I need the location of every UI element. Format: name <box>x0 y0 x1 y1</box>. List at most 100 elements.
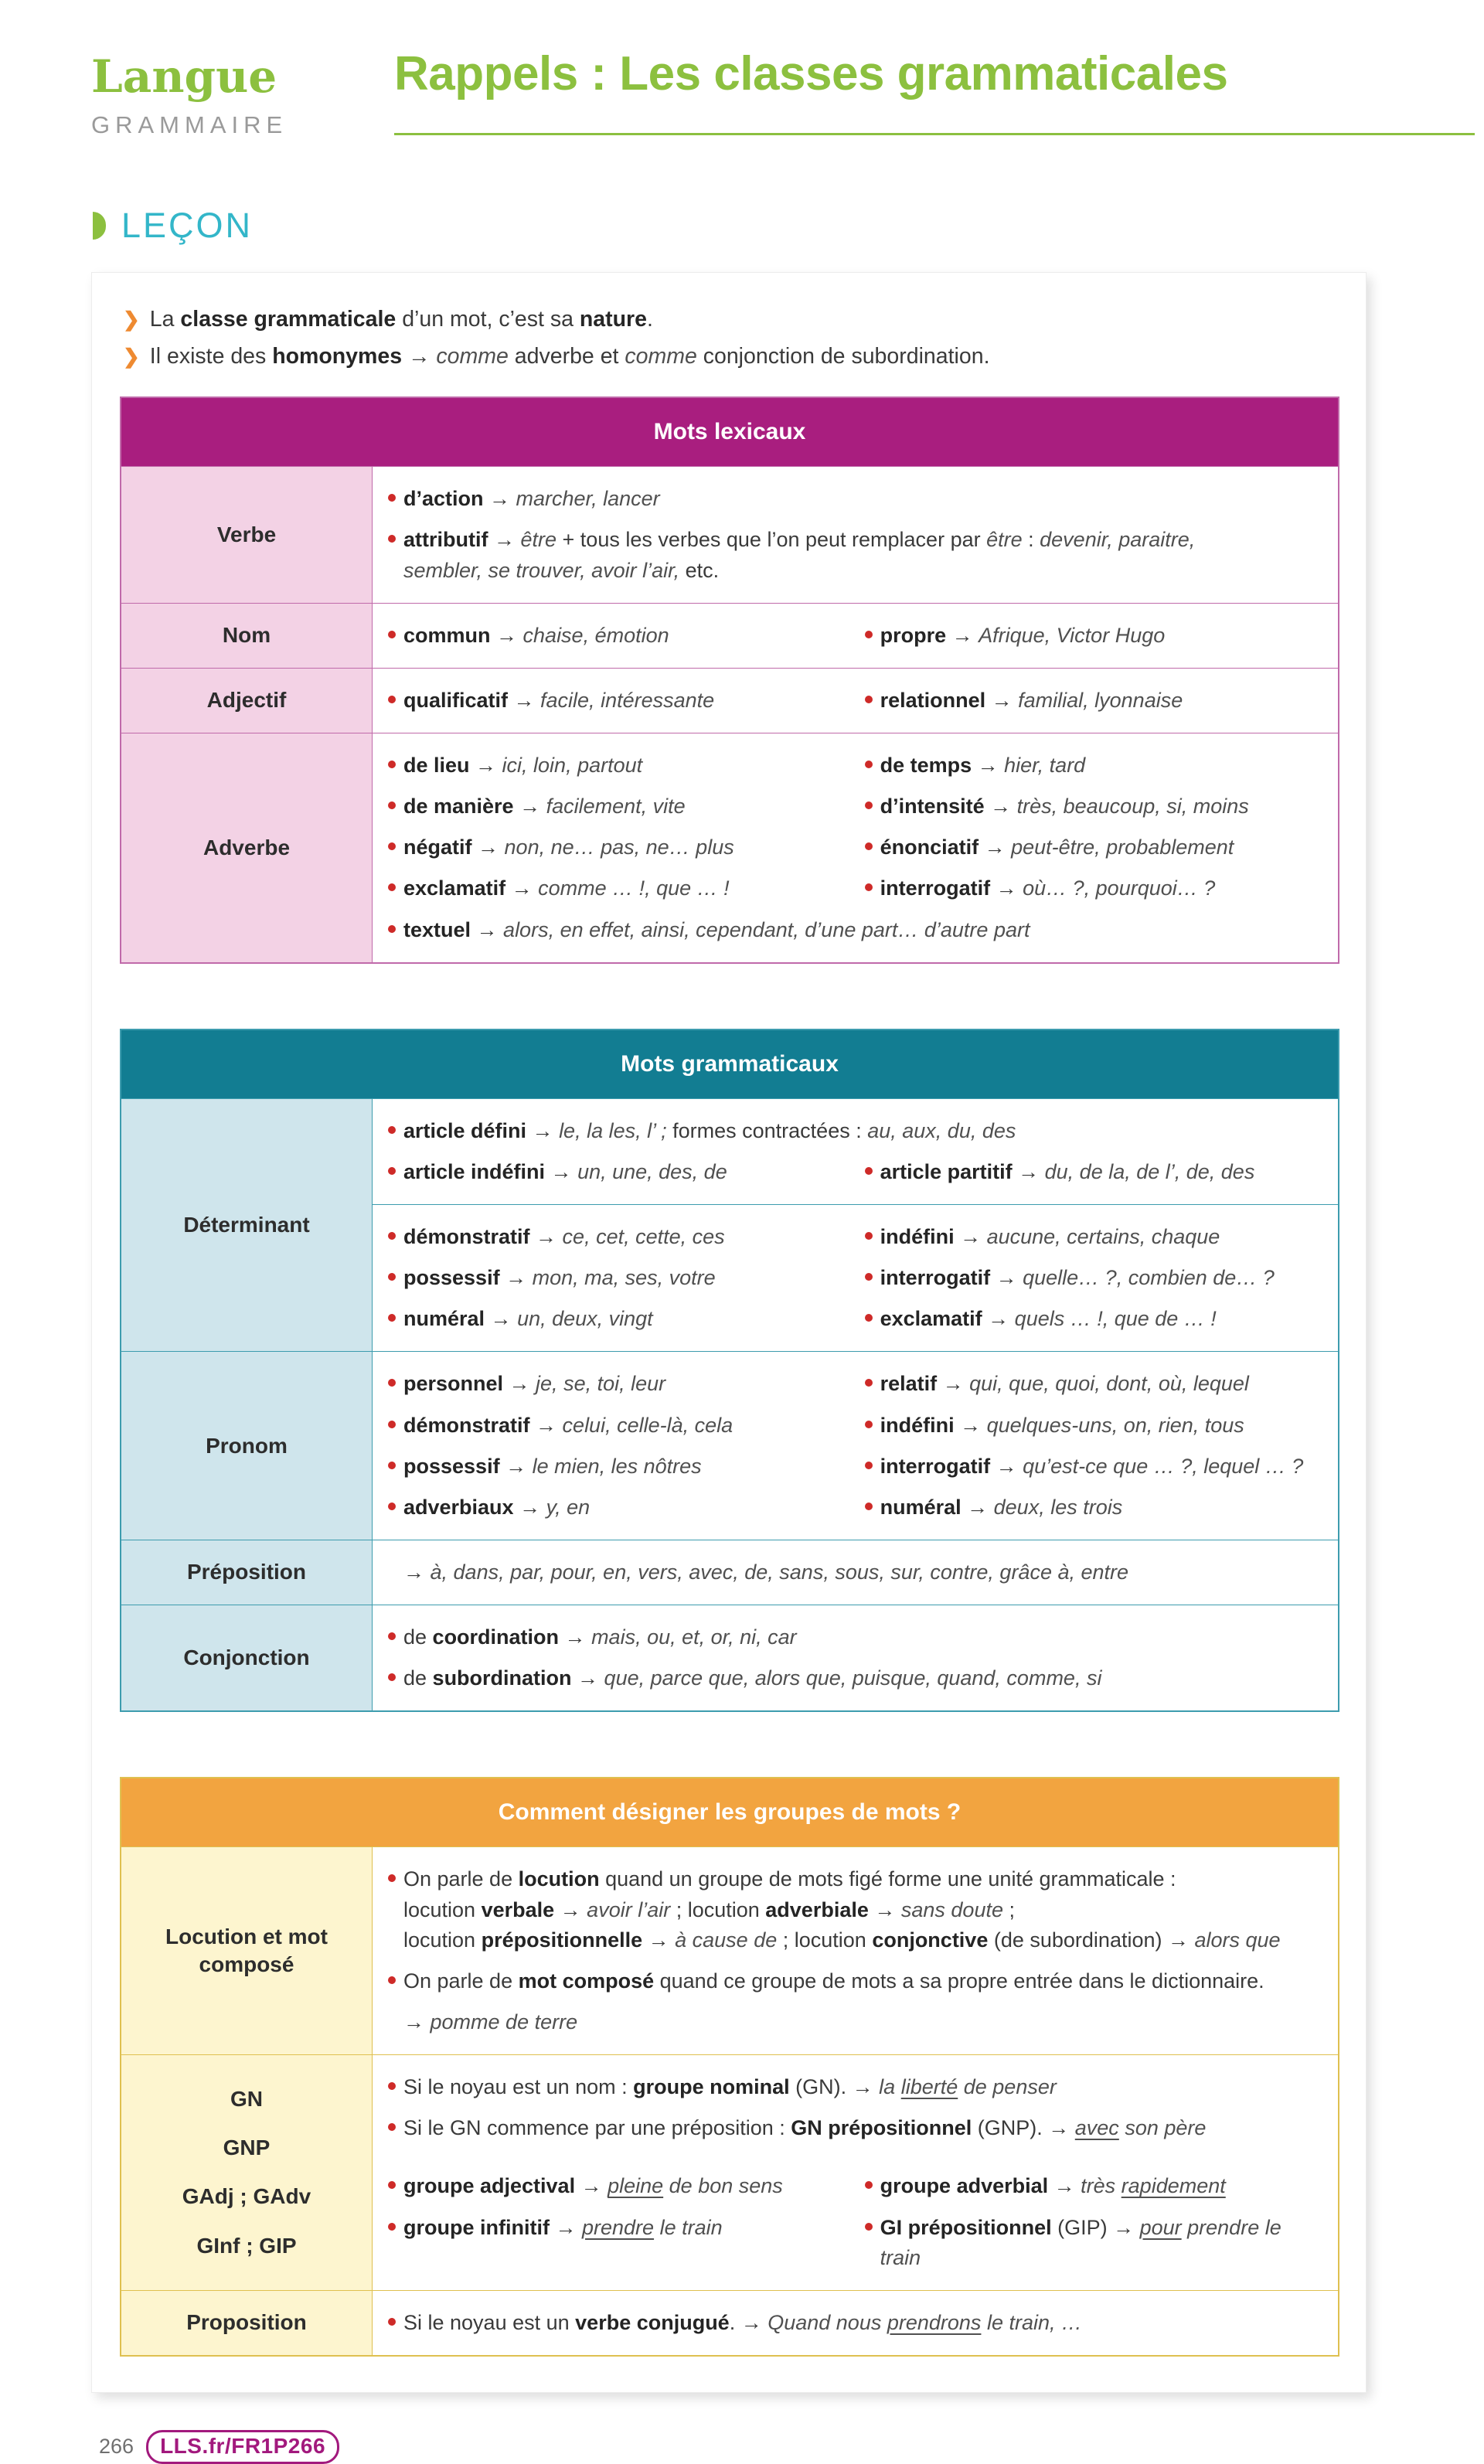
table-mots-lexicaux: Mots lexicaux Verbe d’action → marcher, la… <box>120 396 1339 964</box>
bullet-dot-icon <box>388 1632 396 1641</box>
table-row: Proposition Si le noyau est un verbe conj… <box>121 2289 1338 2355</box>
content-text: article défini → le, la les, l’ ; formes… <box>403 1118 1016 1142</box>
row-label: Adverbe <box>121 733 373 962</box>
content-line: d’action → marcher, lancer attributif → ê… <box>388 478 1322 590</box>
content-item: groupe adverbial → très rapidement <box>864 2171 1322 2201</box>
bullet-dot-icon <box>388 842 396 851</box>
content-line: démonstratif → ce, cet, cette, ces indéfi… <box>388 1217 1322 1339</box>
content-item: interrogatif → quelle… ?, combien de… ? <box>864 1263 1322 1293</box>
row-section: article défini → le, la les, l’ ; formes… <box>373 1099 1338 1204</box>
bullet-dot-icon <box>864 1502 873 1510</box>
content-text: possessif → mon, ma, ses, votre <box>403 1266 716 1290</box>
row-content: article défini → le, la les, l’ ; formes… <box>373 1099 1338 1352</box>
chevron-bullet-icon: ❯ <box>123 345 140 369</box>
content-text: indéfini → quelques-uns, on, rien, tous <box>880 1413 1244 1437</box>
chevron-bullet-icon: ❯ <box>123 308 140 331</box>
tables: Mots lexicaux Verbe d’action → marcher, la… <box>120 396 1339 2357</box>
content-text: On parle de mot composé quand ce groupe … <box>403 1969 1264 1993</box>
table-header: Mots lexicaux <box>121 398 1338 467</box>
bullet-dot-icon <box>388 1166 396 1175</box>
content-text: numéral → deux, les trois <box>880 1495 1123 1519</box>
content-item: numéral → un, deux, vingt <box>388 1304 865 1334</box>
row-section: commun → chaise, émotion propre → Afrique… <box>373 604 1338 668</box>
content-item: d’intensité → très, beaucoup, si, moins <box>864 791 1322 822</box>
content-item: indéfini → aucune, certains, chaque <box>864 1222 1322 1252</box>
row-label-line: Proposition <box>186 2310 307 2335</box>
row-label: Déterminant <box>121 1098 373 1352</box>
bullet-dot-icon <box>388 1461 396 1469</box>
row-label: Nom <box>121 603 373 668</box>
row-label: Locution et mot composé <box>121 1847 373 2055</box>
table-row: Préposition → à, dans, par, pour, en, ver… <box>121 1540 1338 1605</box>
title-block: Rappels : Les classes grammaticales <box>394 43 1475 136</box>
bullet-dot-icon <box>864 1273 873 1281</box>
content-item: textuel → alors, en effet, ainsi, cepend… <box>388 915 1322 945</box>
content-text: démonstratif → ce, cet, cette, ces <box>403 1225 725 1249</box>
row-section: personnel → je, se, toi, leur relatif → q… <box>373 1352 1338 1540</box>
table-row: Verbe d’action → marcher, lancer attributi… <box>121 466 1338 603</box>
content-line: On parle de locution quand un groupe de … <box>388 1859 1322 2043</box>
content-item: → pomme de terre <box>388 2007 1322 2037</box>
content-text: On parle de locution quand un groupe de … <box>403 1867 1281 1952</box>
content-item: article défini → le, la les, l’ ; formes… <box>388 1116 1322 1146</box>
brand-subtitle: GRAMMAIRE <box>91 111 288 138</box>
content-text: groupe adverbial → très rapidement <box>880 2174 1226 2198</box>
row-content: qualificatif → facile, intéressante relat… <box>373 669 1338 733</box>
content-item: article partitif → du, de la, de l’, de,… <box>864 1157 1322 1187</box>
content-item: propre → Afrique, Victor Hugo <box>864 621 1322 651</box>
content-item: indéfini → quelques-uns, on, rien, tous <box>864 1411 1322 1441</box>
content-item: GI prépositionnel (GIP) → pour prendre l… <box>864 2213 1322 2273</box>
row-label-line: GN <box>230 2086 263 2111</box>
content-item: Si le GN commence par une préposition : … <box>388 2113 1322 2143</box>
content-line: groupe adjectival → pleine de bon sens gr… <box>388 2166 1322 2278</box>
table-row: Pronom personnel → je, se, toi, leur relat… <box>121 1351 1338 1540</box>
content-line: commun → chaise, émotion propre → Afrique… <box>388 615 1322 656</box>
row-content: de coordination → mais, ou, et, or, ni, … <box>373 1605 1338 1710</box>
content-line: de coordination → mais, ou, et, or, ni, … <box>388 1617 1322 1699</box>
page-title: Rappels : Les classes grammaticales <box>394 47 1228 100</box>
content-text: GI prépositionnel (GIP) → pour prendre l… <box>880 2215 1281 2269</box>
content-text: Si le noyau est un verbe conjugué. → Qua… <box>403 2310 1082 2334</box>
half-circle-icon <box>93 212 106 240</box>
row-section: → à, dans, par, pour, en, vers, avec, de… <box>373 1540 1338 1605</box>
row-content: Si le noyau est un nom : groupe nominal … <box>373 2055 1338 2290</box>
content-item: attributif → être + tous les verbes que … <box>388 525 1322 585</box>
content-line: textuel → alors, en effet, ainsi, cepend… <box>388 910 1322 951</box>
bullet-dot-icon <box>388 1874 396 1883</box>
row-label-line: Conjonction <box>183 1646 310 1670</box>
table-row: Conjonction de coordination → mais, ou, e… <box>121 1605 1338 1711</box>
row-section: Si le noyau est un nom : groupe nominal … <box>373 2055 1338 2290</box>
content-item: de manière → facilement, vite <box>388 791 865 822</box>
bullet-dot-icon <box>388 695 396 703</box>
content-text: d’intensité → très, beaucoup, si, moins <box>880 795 1249 818</box>
bullet-dot-icon <box>388 2317 396 2326</box>
content-text: interrogatif → qu’est-ce que … ?, lequel… <box>880 1454 1304 1478</box>
content-item: commun → chaise, émotion <box>388 621 865 651</box>
content-item: démonstratif → ce, cet, cette, ces <box>388 1222 865 1252</box>
row-label-line: Préposition <box>186 1560 306 1584</box>
bullet-dot-icon <box>388 2082 396 2091</box>
bullet-dot-icon <box>864 1314 873 1322</box>
row-label-line: Déterminant <box>183 1212 310 1237</box>
lesson-card: ❯ La classe grammaticale d’un mot, c’est… <box>91 272 1367 2393</box>
bullet-dot-icon <box>388 535 396 543</box>
bullet-dot-icon <box>864 1166 873 1175</box>
intro-list: ❯ La classe grammaticale d’un mot, c’est… <box>123 302 1339 373</box>
bullet-dot-icon <box>864 630 873 638</box>
table-groupes-de-mots: Comment désigner les groupes de mots ? Lo… <box>120 1777 1339 2357</box>
row-label-line: Adverbe <box>203 835 291 859</box>
content-item: d’action → marcher, lancer <box>388 484 1322 514</box>
row-label-line: Pronom <box>206 1433 288 1458</box>
content-line: Si le noyau est un verbe conjugué. → Qua… <box>388 2302 1322 2343</box>
intro-text: La classe grammaticale d’un mot, c’est s… <box>149 307 653 332</box>
content-line: → à, dans, par, pour, en, vers, avec, de… <box>388 1552 1322 1593</box>
section-heading: LEÇON <box>93 206 1484 246</box>
bullet-dot-icon <box>864 1420 873 1428</box>
bullet-dot-icon <box>388 2181 396 2190</box>
content-item: numéral → deux, les trois <box>864 1492 1322 1523</box>
row-label-line: Nom <box>222 623 271 648</box>
content-text: article indéfini → un, une, des, de <box>403 1159 727 1183</box>
content-text: Si le noyau est un nom : groupe nominal … <box>403 2075 1057 2099</box>
content-text: démonstratif → celui, celle-là, cela <box>403 1413 733 1437</box>
row-label: Pronom <box>121 1352 373 1540</box>
